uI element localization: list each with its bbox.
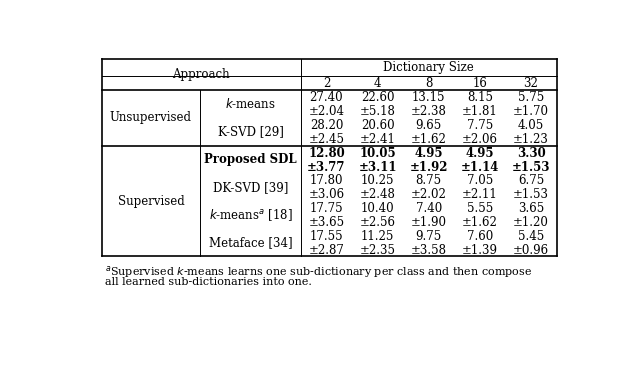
- Text: 28.20: 28.20: [310, 119, 343, 132]
- Text: ±3.65: ±3.65: [308, 216, 344, 229]
- Text: 7.05: 7.05: [467, 175, 493, 187]
- Text: ±3.77: ±3.77: [307, 161, 346, 173]
- Text: ±2.04: ±2.04: [308, 105, 344, 118]
- Text: 10.40: 10.40: [361, 202, 394, 215]
- Text: 3.30: 3.30: [516, 147, 545, 160]
- Text: ±2.11: ±2.11: [462, 188, 498, 201]
- Text: 17.55: 17.55: [310, 230, 343, 243]
- Text: $^{a}$Supervised $k$-means learns one sub-dictionary per class and then compose: $^{a}$Supervised $k$-means learns one su…: [105, 264, 532, 280]
- Text: 4.95: 4.95: [466, 147, 494, 160]
- Text: ±2.02: ±2.02: [411, 188, 447, 201]
- Text: 22.60: 22.60: [361, 92, 394, 104]
- Text: Proposed SDL: Proposed SDL: [204, 153, 297, 166]
- Text: 8.15: 8.15: [467, 92, 493, 104]
- Text: ±3.06: ±3.06: [308, 188, 344, 201]
- Text: ±3.58: ±3.58: [411, 244, 447, 257]
- Text: 4.95: 4.95: [415, 147, 443, 160]
- Text: ±2.48: ±2.48: [360, 188, 396, 201]
- Text: 32: 32: [524, 77, 538, 90]
- Text: 8.75: 8.75: [416, 175, 442, 187]
- Text: all learned sub-dictionaries into one.: all learned sub-dictionaries into one.: [105, 277, 312, 287]
- Text: Approach: Approach: [172, 68, 230, 81]
- Text: ±2.35: ±2.35: [360, 244, 396, 257]
- Text: ±2.45: ±2.45: [308, 133, 344, 146]
- Text: Metaface [34]: Metaface [34]: [209, 236, 292, 249]
- Text: 2: 2: [323, 77, 330, 90]
- Text: $k$-means: $k$-means: [225, 97, 276, 111]
- Text: ±1.62: ±1.62: [462, 216, 498, 229]
- Text: ±1.14: ±1.14: [461, 161, 499, 173]
- Text: $k$-means$^{a}$ [18]: $k$-means$^{a}$ [18]: [209, 207, 292, 223]
- Text: 9.65: 9.65: [415, 119, 442, 132]
- Text: 5.75: 5.75: [518, 92, 544, 104]
- Text: 11.25: 11.25: [361, 230, 394, 243]
- Text: 17.80: 17.80: [310, 175, 343, 187]
- Text: 5.55: 5.55: [467, 202, 493, 215]
- Text: ±1.62: ±1.62: [411, 133, 447, 146]
- Text: Unsupervised: Unsupervised: [110, 111, 192, 124]
- Text: 27.40: 27.40: [310, 92, 343, 104]
- Text: 4.05: 4.05: [518, 119, 544, 132]
- Text: K-SVD [29]: K-SVD [29]: [218, 125, 284, 138]
- Text: Supervised: Supervised: [118, 194, 184, 208]
- Text: ±1.53: ±1.53: [513, 188, 549, 201]
- Text: ±2.87: ±2.87: [308, 244, 344, 257]
- Text: 9.75: 9.75: [415, 230, 442, 243]
- Text: ±1.53: ±1.53: [512, 161, 550, 173]
- Text: ±1.23: ±1.23: [513, 133, 549, 146]
- Text: 20.60: 20.60: [361, 119, 394, 132]
- Text: ±2.41: ±2.41: [360, 133, 396, 146]
- Text: ±1.39: ±1.39: [462, 244, 498, 257]
- Text: 16: 16: [472, 77, 487, 90]
- Text: 3.65: 3.65: [518, 202, 544, 215]
- Text: Dictionary Size: Dictionary Size: [383, 61, 474, 74]
- Text: 5.45: 5.45: [518, 230, 544, 243]
- Text: ±2.38: ±2.38: [411, 105, 447, 118]
- Text: ±1.81: ±1.81: [462, 105, 498, 118]
- Text: ±2.06: ±2.06: [462, 133, 498, 146]
- Text: 7.60: 7.60: [467, 230, 493, 243]
- Text: ±1.20: ±1.20: [513, 216, 549, 229]
- Text: 7.75: 7.75: [467, 119, 493, 132]
- Text: ±1.92: ±1.92: [410, 161, 448, 173]
- Text: ±3.11: ±3.11: [358, 161, 397, 173]
- Text: 7.40: 7.40: [415, 202, 442, 215]
- Text: ±2.56: ±2.56: [360, 216, 396, 229]
- Text: 17.75: 17.75: [310, 202, 343, 215]
- Text: 12.80: 12.80: [308, 147, 345, 160]
- Text: ±5.18: ±5.18: [360, 105, 396, 118]
- Text: ±1.90: ±1.90: [411, 216, 447, 229]
- Text: DK-SVD [39]: DK-SVD [39]: [213, 181, 288, 194]
- Text: ±1.70: ±1.70: [513, 105, 549, 118]
- Text: 13.15: 13.15: [412, 92, 445, 104]
- Text: 8: 8: [425, 77, 433, 90]
- Text: 4: 4: [374, 77, 381, 90]
- Text: ±0.96: ±0.96: [513, 244, 549, 257]
- Text: 10.25: 10.25: [361, 175, 394, 187]
- Text: 10.05: 10.05: [359, 147, 396, 160]
- Text: 6.75: 6.75: [518, 175, 544, 187]
